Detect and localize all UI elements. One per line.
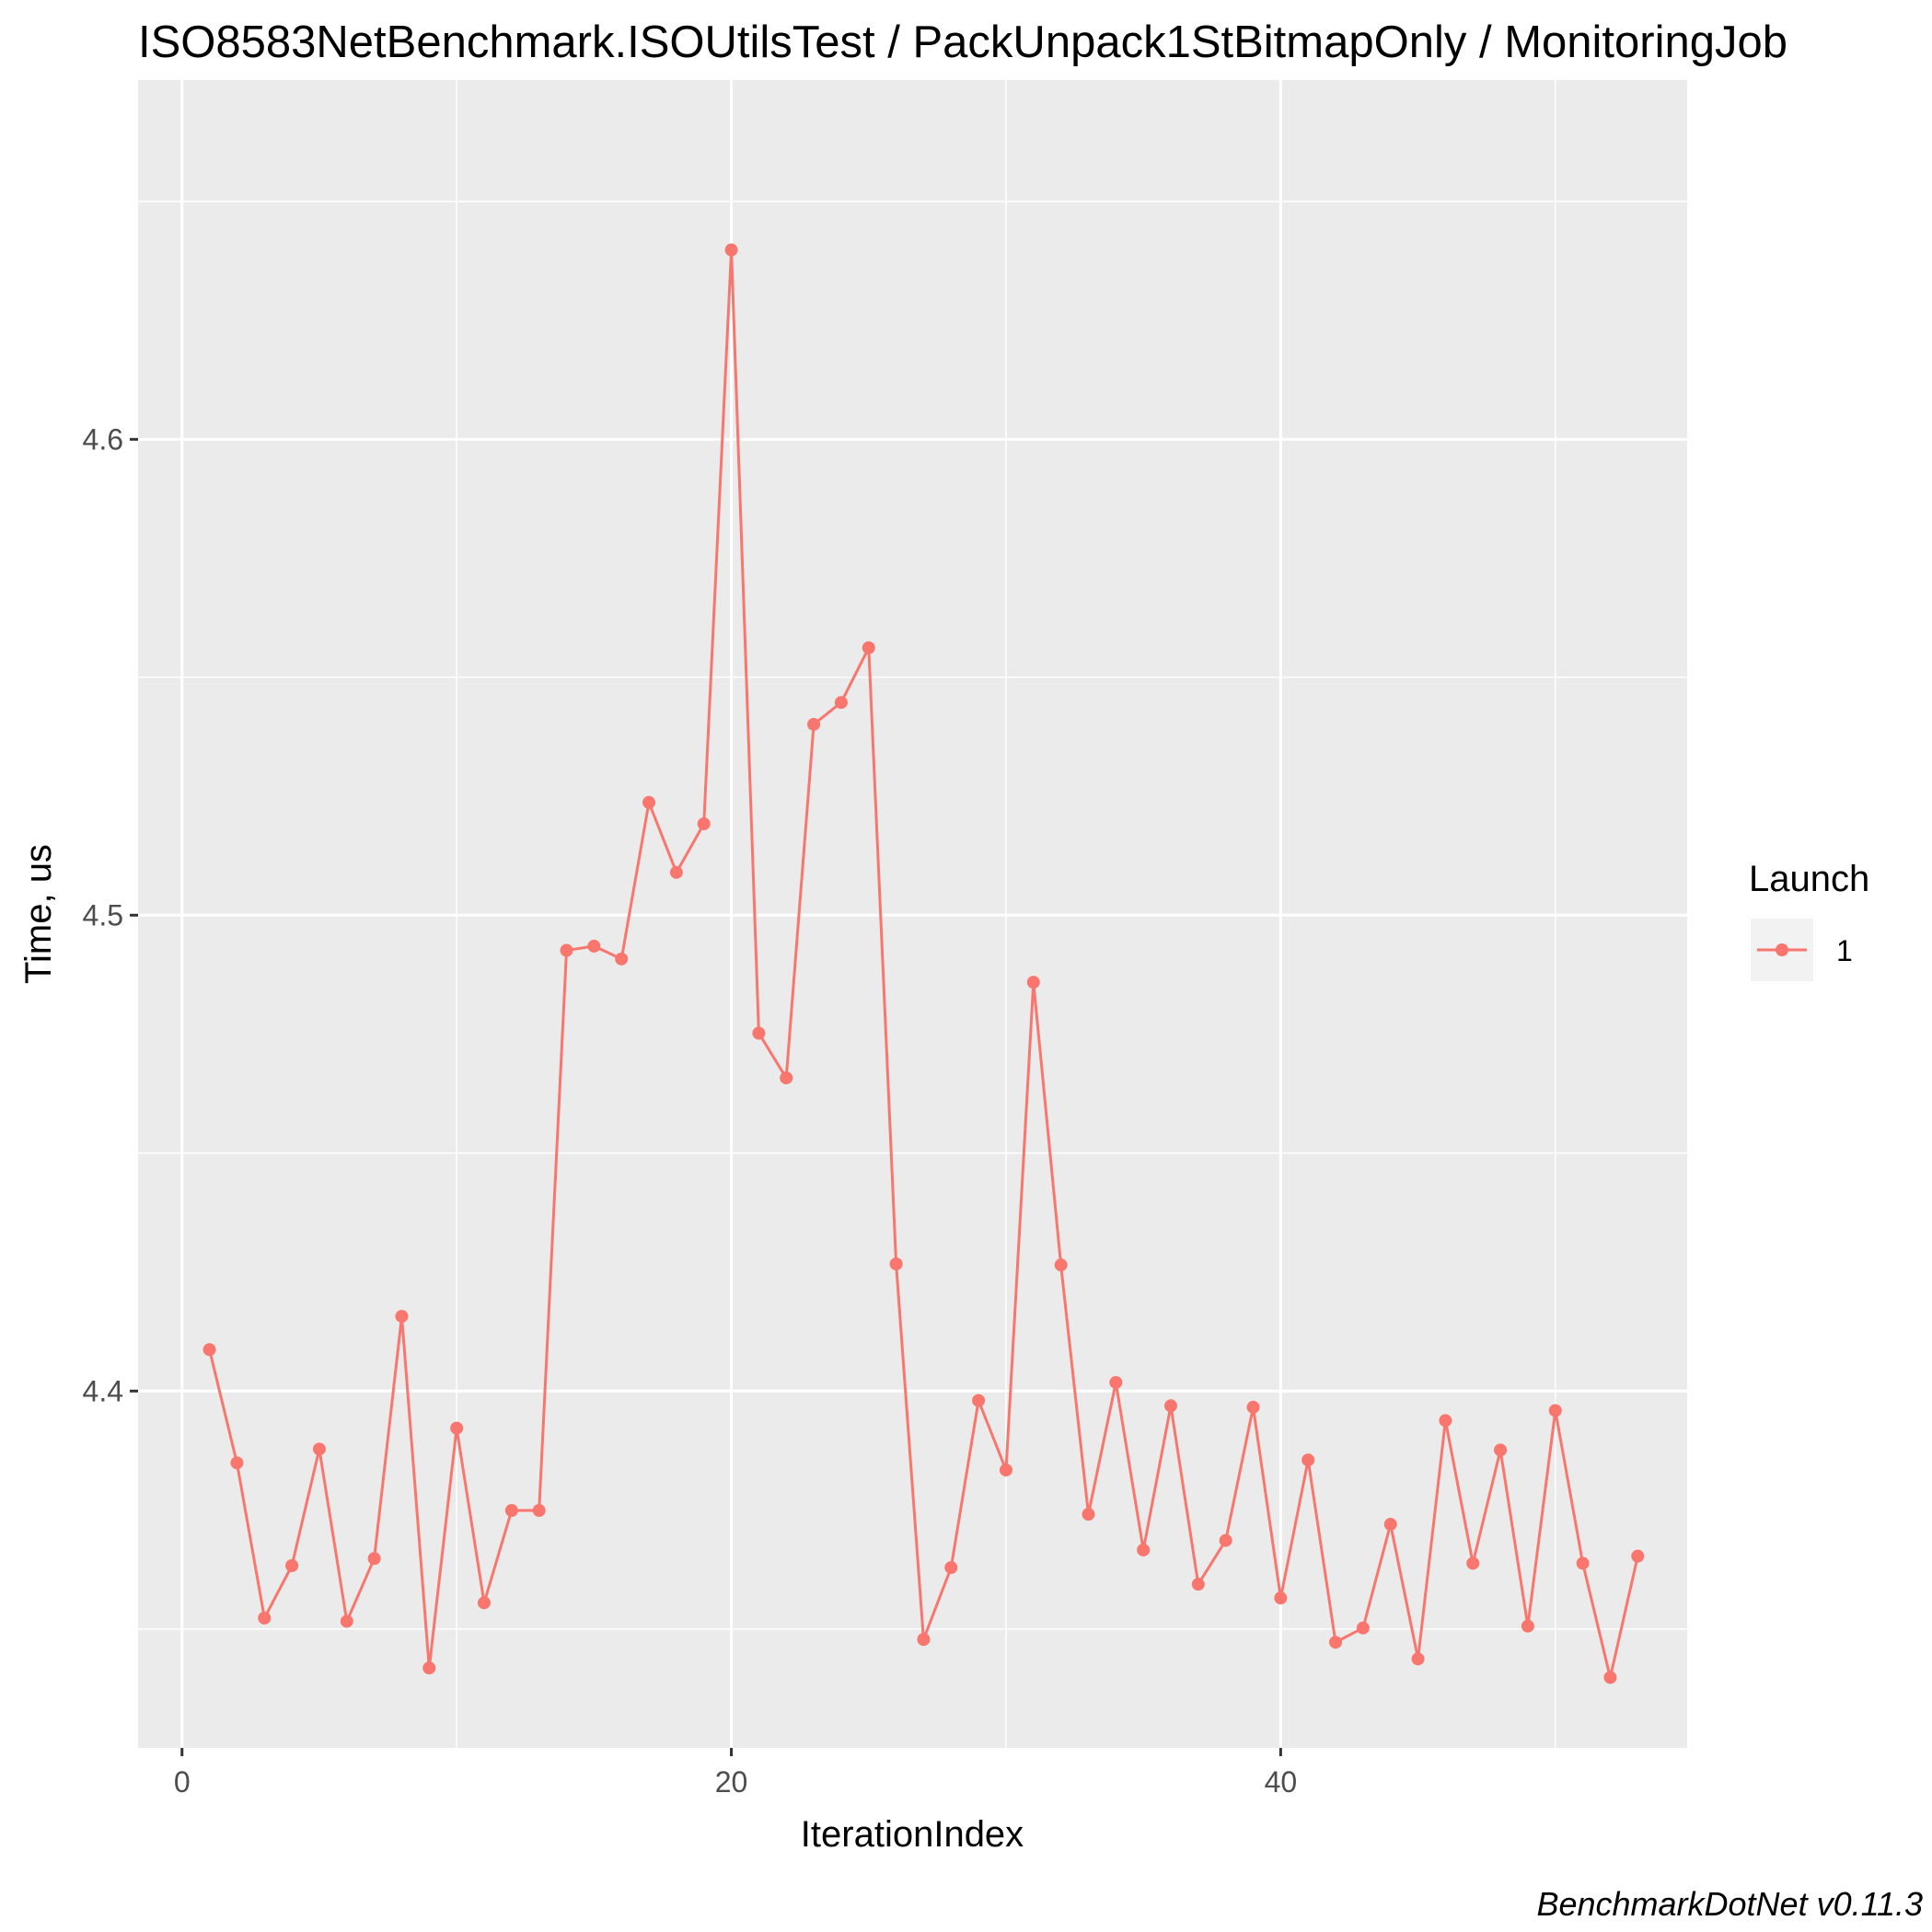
- y-tick-labels: 4.4 4.5 4.6: [83, 422, 123, 1407]
- data-point: [724, 243, 738, 257]
- data-point: [1219, 1533, 1232, 1547]
- data-point: [422, 1661, 436, 1675]
- data-point: [532, 1504, 546, 1518]
- caption: BenchmarkDotNet v0.11.3: [1536, 1885, 1923, 1923]
- data-point: [1411, 1652, 1425, 1666]
- legend-key-point: [1776, 943, 1788, 956]
- data-point: [1246, 1400, 1260, 1414]
- y-axis-title: Time, us: [18, 844, 59, 984]
- legend-title: Launch: [1749, 859, 1869, 899]
- data-point: [1548, 1404, 1562, 1417]
- data-point: [560, 943, 573, 957]
- data-point: [285, 1558, 299, 1572]
- data-point: [1026, 976, 1040, 989]
- data-point: [697, 817, 711, 831]
- data-point: [917, 1633, 931, 1647]
- data-point: [450, 1421, 464, 1435]
- data-point: [1631, 1549, 1645, 1563]
- data-point: [1329, 1636, 1343, 1649]
- data-point: [477, 1596, 491, 1610]
- data-point: [1576, 1556, 1590, 1570]
- data-point: [1164, 1399, 1177, 1413]
- data-point: [1383, 1518, 1397, 1532]
- data-point: [669, 865, 683, 879]
- data-point: [1109, 1375, 1123, 1389]
- legend-series-label: 1: [1836, 934, 1853, 967]
- x-tick-label: 0: [174, 1765, 191, 1799]
- data-point: [1274, 1591, 1288, 1605]
- legend: Launch 1: [1749, 859, 1869, 981]
- data-point: [1466, 1556, 1480, 1570]
- data-point: [1521, 1619, 1534, 1633]
- y-tick-label: 4.4: [83, 1374, 123, 1407]
- series-group: [202, 243, 1645, 1684]
- data-point: [1054, 1258, 1068, 1272]
- data-point: [1082, 1508, 1095, 1521]
- data-point: [504, 1504, 518, 1518]
- data-point: [1603, 1671, 1617, 1684]
- data-point: [1191, 1578, 1205, 1591]
- data-point: [367, 1552, 381, 1566]
- data-point: [312, 1442, 326, 1456]
- data-point: [340, 1614, 353, 1628]
- data-point: [395, 1310, 409, 1324]
- axis-ticks: [130, 437, 1282, 1756]
- data-point: [230, 1456, 244, 1470]
- x-axis-title: IterationIndex: [801, 1814, 1024, 1855]
- x-tick-labels: 0 20 40: [174, 1765, 1297, 1799]
- data-point: [889, 1257, 903, 1271]
- data-point: [1356, 1621, 1370, 1635]
- data-point: [834, 696, 848, 710]
- chart-title: ISO8583NetBenchmark.ISOUtilsTest / PackU…: [138, 17, 1787, 67]
- data-point: [944, 1561, 958, 1575]
- data-point: [615, 952, 629, 966]
- data-point: [1494, 1443, 1508, 1457]
- data-point: [780, 1071, 793, 1085]
- data-point: [202, 1343, 216, 1357]
- data-point: [642, 795, 656, 809]
- data-point: [587, 939, 601, 953]
- x-tick-label: 40: [1265, 1765, 1298, 1799]
- data-point: [862, 641, 875, 654]
- data-point: [1301, 1453, 1315, 1467]
- data-point: [1439, 1414, 1452, 1428]
- data-point: [807, 717, 821, 731]
- x-tick-label: 20: [715, 1765, 748, 1799]
- data-point: [999, 1463, 1012, 1477]
- data-point: [752, 1026, 766, 1040]
- data-point: [972, 1394, 986, 1407]
- data-point: [258, 1611, 272, 1625]
- y-tick-label: 4.6: [83, 422, 123, 456]
- grid-major: [138, 80, 1687, 1748]
- y-tick-label: 4.5: [83, 898, 123, 931]
- data-point: [1137, 1543, 1151, 1556]
